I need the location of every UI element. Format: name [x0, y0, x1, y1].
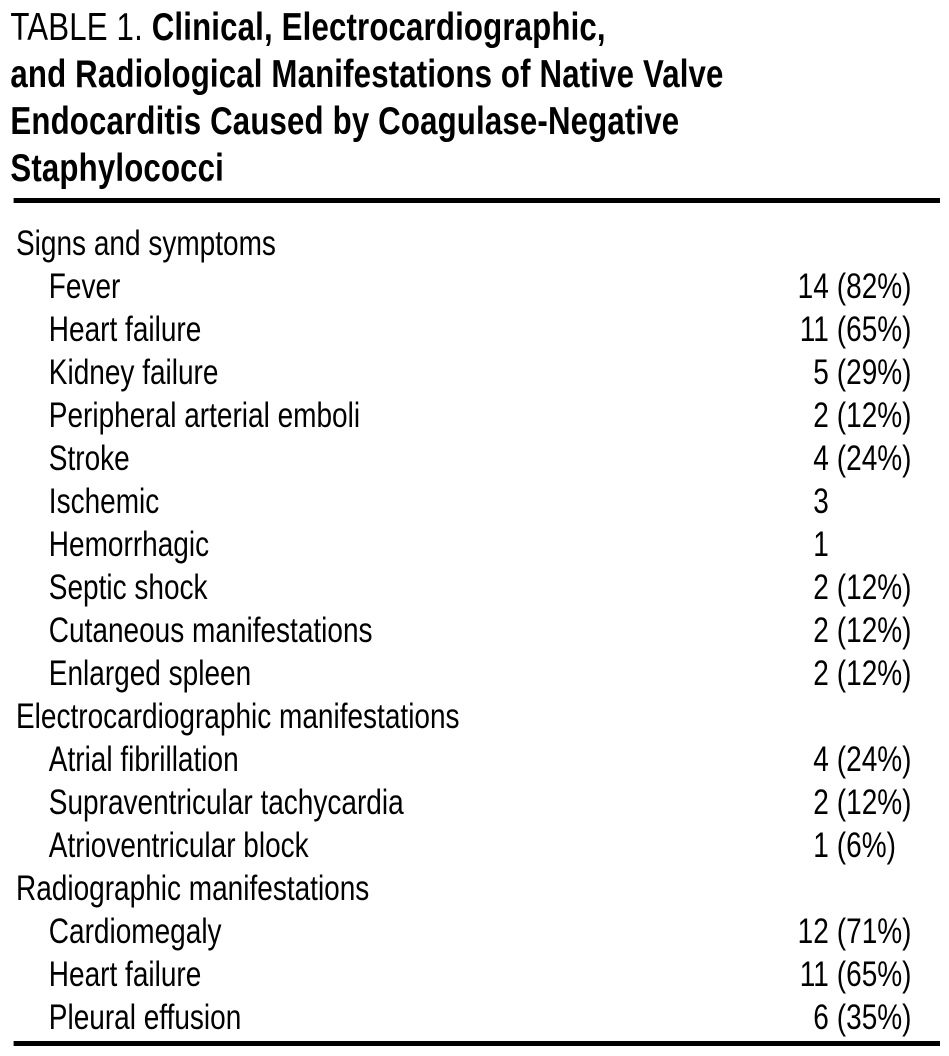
table-row: Enlarged spleen 2 (12%)	[0, 652, 949, 695]
row-label: Ischemic	[48, 482, 160, 521]
row-label: Atrioventricular block	[48, 826, 309, 865]
row-count-value: 14	[797, 267, 829, 306]
row-percent-value: (71%)	[836, 912, 912, 951]
row-count-value: 12	[797, 912, 829, 951]
table-number-label: TABLE 1.	[10, 6, 143, 49]
section-header-label: Electrocardiographic manifestations	[16, 697, 460, 736]
row-percent-value: (24%)	[836, 740, 912, 779]
row-count-value: 2	[813, 611, 829, 650]
table-row: Atrial fibrillation 4 (24%)	[0, 738, 949, 781]
row-percent-value: (65%)	[836, 310, 912, 349]
row-percent-value: (6%)	[836, 826, 896, 865]
row-count-value: 3	[813, 482, 829, 521]
table-title-line: Endocarditis Caused by Coagulase-Negativ…	[10, 100, 680, 143]
section-header-label: Signs and symptoms	[16, 224, 276, 263]
row-label: Stroke	[48, 439, 130, 478]
row-count-value: 2	[813, 783, 829, 822]
table-row: Hemorrhagic 1	[0, 523, 949, 566]
row-percent-value: (12%)	[836, 654, 912, 693]
table-row: Atrioventricular block 1 (6%)	[0, 824, 949, 867]
row-label: Pleural effusion	[48, 998, 242, 1037]
row-percent-value: (24%)	[836, 439, 912, 478]
row-count-value: 11	[799, 310, 829, 349]
row-percent-value: (12%)	[836, 396, 912, 435]
table-title-line: and Radiological Manifestations of Nativ…	[10, 53, 724, 96]
table-title-line: Clinical, Electrocardiographic,	[151, 6, 606, 49]
row-count-value: 2	[813, 396, 829, 435]
row-count-value: 2	[813, 654, 829, 693]
table-figure: TABLE 1. Clinical, Electrocardiographic,…	[0, 4, 949, 1046]
row-label: Peripheral arterial emboli	[48, 396, 361, 435]
row-percent-value: (35%)	[836, 998, 912, 1037]
row-percent-value: (29%)	[836, 353, 912, 392]
row-percent-value: (65%)	[836, 955, 912, 994]
row-count-value: 2	[813, 568, 829, 607]
row-label: Cutaneous manifestations	[48, 611, 373, 650]
row-label: Enlarged spleen	[48, 654, 252, 693]
section-header-row: Electrocardiographic manifestations	[0, 695, 949, 738]
section-header-row: Signs and symptoms	[0, 222, 949, 265]
table-title-line: Staphylococci	[10, 147, 225, 190]
row-label: Cardiomegaly	[48, 912, 222, 951]
row-label: Septic shock	[48, 568, 208, 607]
row-label: Fever	[48, 267, 121, 306]
table-row: Fever 14 (82%)	[0, 265, 949, 308]
table-row: Ischemic 3	[0, 480, 949, 523]
table-row: Heart failure 11 (65%)	[0, 953, 949, 996]
table-row: Cardiomegaly 12 (71%)	[0, 910, 949, 953]
table-title: Clinical, Electrocardiographic, and Radio…	[10, 6, 723, 190]
table-row: Heart failure 11 (65%)	[0, 308, 949, 351]
row-count-value: 4	[813, 740, 829, 779]
row-count-value: 1	[813, 826, 829, 865]
top-rule	[13, 198, 941, 203]
row-label: Heart failure	[48, 955, 202, 994]
row-percent-value: (12%)	[836, 611, 912, 650]
row-label: Heart failure	[48, 310, 202, 349]
table-row: Supraventricular tachycardia 2 (12%)	[0, 781, 949, 824]
row-count-value: 6	[813, 998, 829, 1037]
row-label: Kidney failure	[48, 353, 219, 392]
row-percent-value: (12%)	[836, 568, 912, 607]
row-percent-value: (82%)	[836, 267, 912, 306]
row-count-value: 4	[813, 439, 829, 478]
row-count-value: 5	[813, 353, 829, 392]
row-label: Atrial fibrillation	[48, 740, 239, 779]
row-percent-value: (12%)	[836, 783, 912, 822]
row-label: Hemorrhagic	[48, 525, 210, 564]
row-count-value: 11	[799, 955, 829, 994]
row-count-value: 1	[813, 525, 829, 564]
table-row: Cutaneous manifestations 2 (12%)	[0, 609, 949, 652]
section-header-label: Radiographic manifestations	[16, 869, 370, 908]
table-row: Septic shock 2 (12%)	[0, 566, 949, 609]
table-row: Kidney failure 5 (29%)	[0, 351, 949, 394]
table-caption: TABLE 1. Clinical, Electrocardiographic,…	[10, 4, 948, 192]
section-header-row: Radiographic manifestations	[0, 867, 949, 910]
table-body: Signs and symptoms Fever 14 (82%) Heart fail…	[0, 222, 949, 1039]
table-row: Stroke 4 (24%)	[0, 437, 949, 480]
table-row: Pleural effusion 6 (35%)	[0, 996, 949, 1039]
table-row: Peripheral arterial emboli 2 (12%)	[0, 394, 949, 437]
bottom-rule	[13, 1041, 941, 1046]
row-label: Supraventricular tachycardia	[48, 783, 404, 822]
